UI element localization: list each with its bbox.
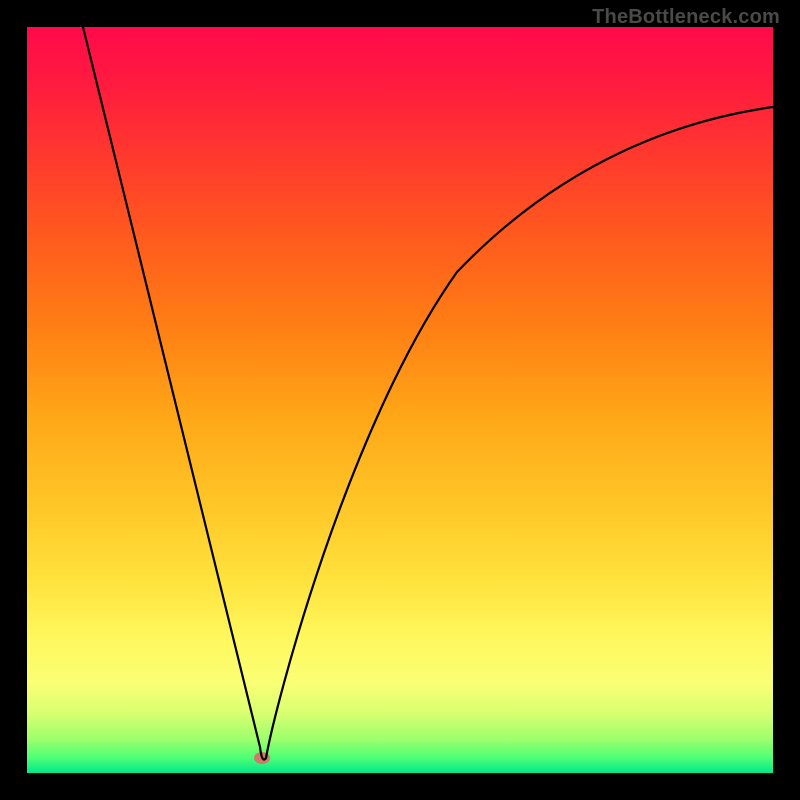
bottleneck-curve	[27, 27, 773, 773]
chart-container: TheBottleneck.com	[0, 0, 800, 800]
watermark-text: TheBottleneck.com	[592, 6, 780, 29]
plot-area	[27, 27, 773, 773]
curve-path	[83, 27, 773, 760]
